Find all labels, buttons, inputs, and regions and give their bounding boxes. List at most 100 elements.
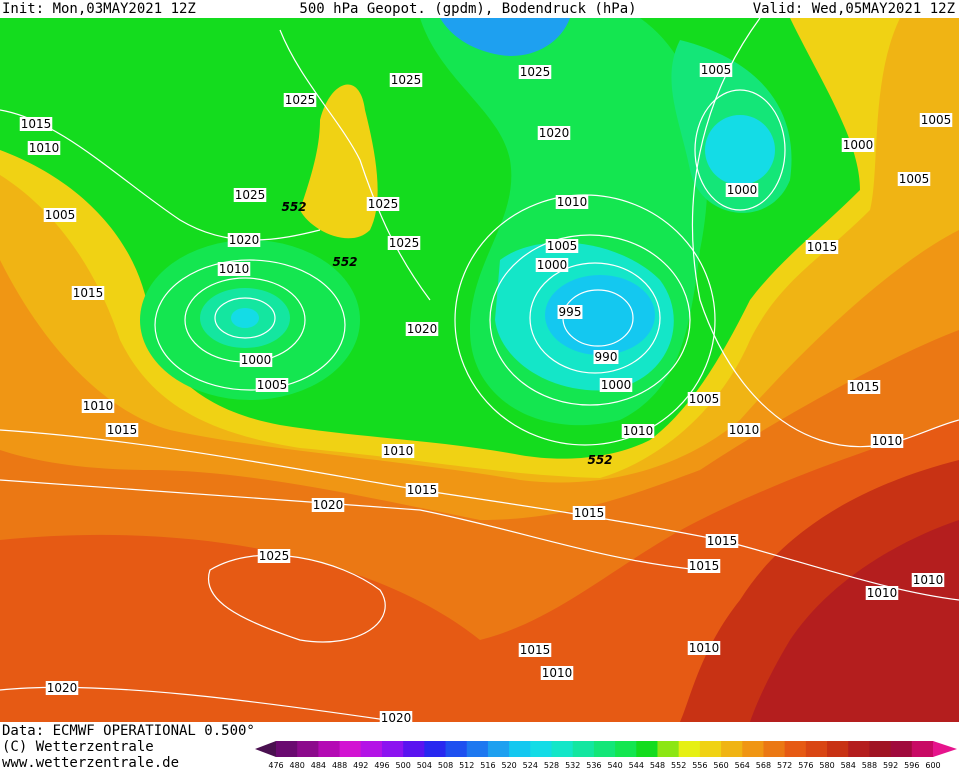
colorbar-cell — [297, 741, 319, 757]
colorbar-tick-label: 600 — [925, 761, 940, 770]
isobar-label-box — [805, 240, 839, 254]
isobar-label: 1020 — [381, 711, 412, 725]
isobar-label: 1020 — [229, 233, 260, 247]
isobar-label: 990 — [595, 350, 618, 364]
isobar-label-box — [540, 666, 574, 680]
isobar-label-box — [257, 549, 291, 563]
colorbar-cell — [530, 741, 553, 757]
colorbar-cell — [487, 741, 510, 757]
isobar — [529, 262, 661, 374]
field-yellow-blob — [300, 84, 378, 239]
isobar-label: 1010 — [689, 641, 720, 655]
colorbar-tick-label: 540 — [607, 761, 622, 770]
isobar — [0, 429, 959, 601]
colorbar-cell — [827, 741, 849, 757]
isobar-label: 1010 — [542, 666, 573, 680]
colorbar-cell — [657, 741, 680, 757]
field-low-north — [440, 18, 570, 56]
colorbar-tick-label: 560 — [713, 761, 728, 770]
colorbar-tick-label: 576 — [798, 761, 813, 770]
isobar-label: 1025 — [259, 549, 290, 563]
isobar-label-box — [699, 63, 733, 77]
isobar-label-box — [911, 573, 945, 587]
colorbar-cell — [890, 741, 913, 757]
contour-label: 552 — [587, 453, 612, 467]
colorbar-tick-label: 520 — [501, 761, 516, 770]
isobar — [0, 479, 701, 571]
isobar-label-box — [227, 233, 261, 247]
contour-label: 552 — [281, 200, 306, 214]
isobar-label: 1015 — [407, 483, 438, 497]
isobar-label: 1025 — [520, 65, 551, 79]
colorbar-cell — [615, 741, 637, 757]
isobar-label-box — [45, 681, 79, 695]
colorbar-cell — [360, 741, 383, 757]
colorbar-cell — [445, 741, 468, 757]
isobar-label: 1025 — [368, 197, 399, 211]
colorbar-tick-label: 496 — [374, 761, 389, 770]
isobar — [489, 234, 691, 406]
isobar-label: 1015 — [689, 559, 720, 573]
colorbar-tick-label: 556 — [692, 761, 707, 770]
isobar-label: 1015 — [807, 240, 838, 254]
isobar-label-box — [233, 188, 267, 202]
isobar-label: 995 — [559, 305, 582, 319]
website: www.wetterzentrale.de — [2, 755, 179, 770]
colorbar-tick-label: 528 — [544, 761, 559, 770]
colorbar-tick-label: 592 — [883, 761, 898, 770]
colorbar-tick-label: 532 — [565, 761, 580, 770]
isobar-label: 1020 — [313, 498, 344, 512]
isobar-label-box — [545, 239, 579, 253]
isobar-label: 1000 — [727, 183, 758, 197]
colorbar-cell — [805, 741, 828, 757]
isobar-label-box — [379, 711, 413, 725]
colorbar: 476 480 484 488 492 496 500 504 508 512 516 520 524 5… — [255, 741, 957, 770]
field-low-scand-core — [545, 275, 655, 355]
isobar-label-box — [19, 117, 53, 131]
isobar — [154, 259, 346, 391]
isobar-label: 1010 — [872, 434, 903, 448]
colorbar-cell — [763, 741, 786, 757]
colorbar-tick-label: 492 — [353, 761, 368, 770]
field-low-west-core — [231, 308, 259, 328]
isobar — [694, 89, 786, 211]
colorbar-cell — [509, 741, 531, 757]
map: 1015 1010 1005 1015 1010 1015 1025 1025 1020 1010… — [0, 17, 959, 725]
isobar-label: 1010 — [867, 586, 898, 600]
isobar — [214, 297, 276, 339]
isobar-label: 1025 — [235, 188, 266, 202]
valid-time: Valid: Wed,05MAY2021 12Z — [753, 1, 955, 17]
isobar-label: 1010 — [913, 573, 944, 587]
isobar-label-box — [311, 498, 345, 512]
isobar-label: 1005 — [921, 113, 952, 127]
isobar-label: 1010 — [219, 262, 250, 276]
isobar — [0, 686, 401, 723]
colorbar-cell — [424, 741, 447, 757]
colorbar-cell — [699, 741, 722, 757]
colorbar-cell — [593, 741, 616, 757]
isobar-label-box — [593, 350, 619, 364]
isobar-label-box — [518, 65, 552, 79]
isobar-label: 1015 — [107, 423, 138, 437]
data-source: Data: ECMWF OPERATIONAL 0.500° — [2, 723, 255, 739]
isobar-label-box — [518, 643, 552, 657]
colorbar-cell — [721, 741, 743, 757]
colorbar-cell — [276, 741, 298, 757]
isobar-label: 1000 — [241, 353, 272, 367]
copyright: (C) Wetterzentrale — [2, 739, 154, 755]
field-low-east — [705, 115, 775, 185]
colorbar-tick-label: 504 — [417, 761, 432, 770]
isobar-label-box — [381, 444, 415, 458]
colorbar-tick-label: 524 — [523, 761, 538, 770]
colorbar-cell — [381, 741, 404, 757]
isobar-label: 1025 — [285, 93, 316, 107]
colorbar-cell — [339, 741, 362, 757]
colorbar-cell — [403, 741, 425, 757]
colorbar-cell — [869, 741, 892, 757]
colorbar-tick-label: 484 — [311, 761, 326, 770]
colorbar-cell — [551, 741, 574, 757]
isobar-label: 1005 — [899, 172, 930, 186]
isobar-label: 1010 — [83, 399, 114, 413]
isobar-labels: 1015 1010 1005 1015 1010 1015 1025 1025 1020 1010… — [19, 63, 953, 725]
